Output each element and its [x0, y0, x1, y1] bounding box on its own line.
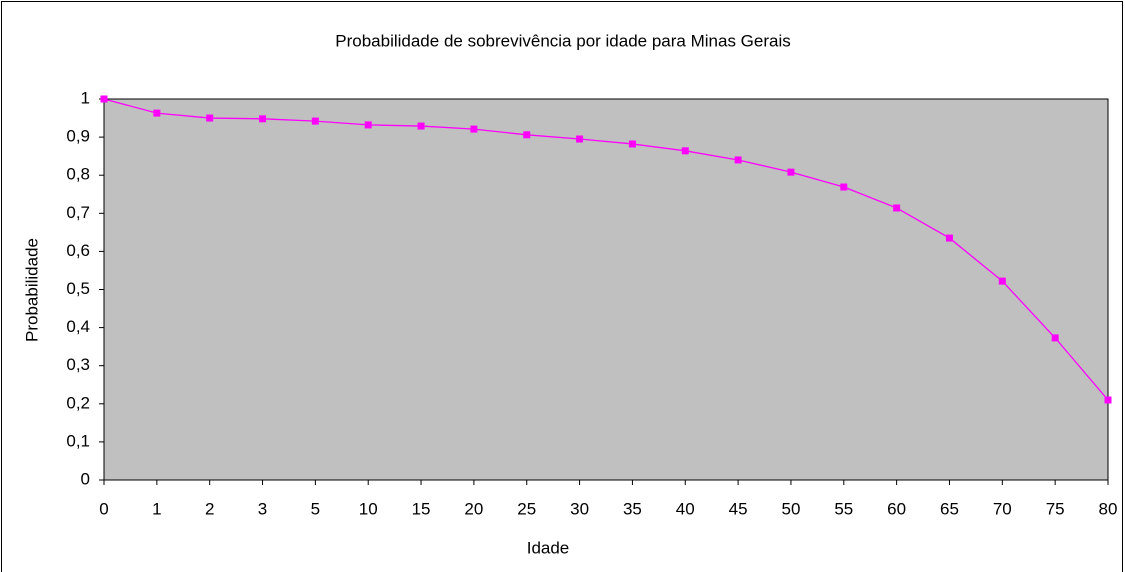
- data-point: [787, 168, 795, 176]
- x-tick-label: 2: [205, 499, 214, 518]
- data-point: [100, 95, 108, 103]
- x-tick-label: 35: [623, 499, 642, 518]
- y-axis-label: Probabilidade: [22, 238, 41, 342]
- y-tick-label: 0,7: [66, 203, 90, 222]
- x-tick-label: 0: [99, 499, 108, 518]
- data-point: [206, 114, 214, 122]
- data-point: [417, 122, 425, 130]
- x-tick-label: 1: [152, 499, 161, 518]
- data-point: [840, 183, 848, 191]
- y-tick-label: 0,1: [66, 431, 90, 450]
- x-tick-label: 5: [311, 499, 320, 518]
- data-point: [734, 156, 742, 164]
- y-tick-label: 0: [81, 469, 90, 488]
- plot-area: [103, 98, 1109, 481]
- x-tick-label: 25: [517, 499, 536, 518]
- data-point: [364, 121, 372, 129]
- y-tick-label: 0,6: [66, 241, 90, 260]
- chart-title: Probabilidade de sobrevivência por idade…: [335, 31, 791, 50]
- x-tick-label: 15: [412, 499, 431, 518]
- x-tick-label: 3: [258, 499, 267, 518]
- data-point: [1051, 334, 1059, 342]
- data-point: [998, 277, 1006, 285]
- x-tick-label: 30: [570, 499, 589, 518]
- x-tick-label: 40: [676, 499, 695, 518]
- x-tick-label: 60: [887, 499, 906, 518]
- x-tick-label: 80: [1099, 499, 1118, 518]
- y-tick-label: 0,5: [66, 279, 90, 298]
- y-tick-label: 0,9: [66, 127, 90, 146]
- data-point: [523, 131, 531, 139]
- x-tick-label: 20: [464, 499, 483, 518]
- x-tick-label: 55: [834, 499, 853, 518]
- y-tick-label: 0,2: [66, 393, 90, 412]
- data-point: [470, 125, 478, 133]
- y-tick-label: 1: [81, 88, 90, 107]
- y-tick-label: 0,3: [66, 355, 90, 374]
- y-tick-label: 0,8: [66, 165, 90, 184]
- data-point: [681, 147, 689, 155]
- data-point: [259, 115, 267, 123]
- data-point: [628, 140, 636, 148]
- x-tick-label: 10: [359, 499, 378, 518]
- x-axis-label: Idade: [527, 538, 570, 557]
- data-point: [311, 117, 319, 125]
- series-line: [103, 98, 1109, 401]
- data-point: [1104, 396, 1112, 404]
- x-tick-label: 45: [729, 499, 748, 518]
- data-point: [945, 234, 953, 242]
- x-tick-label: 75: [1046, 499, 1065, 518]
- x-tick-label: 70: [993, 499, 1012, 518]
- y-tick-label: 0,4: [66, 317, 90, 336]
- data-point: [153, 109, 161, 117]
- x-tick-label: 65: [940, 499, 959, 518]
- data-point: [576, 135, 584, 143]
- x-tick-label: 50: [781, 499, 800, 518]
- data-point: [893, 204, 901, 212]
